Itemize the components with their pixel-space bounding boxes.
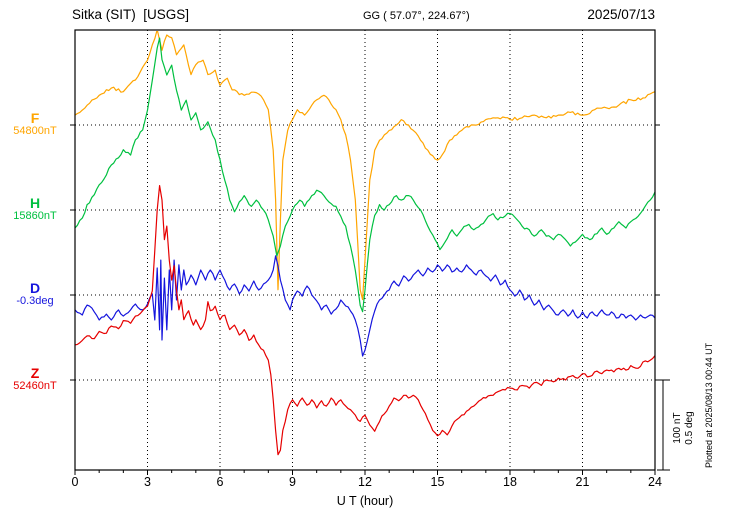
station-title: Sitka (SIT) [USGS] (72, 7, 190, 22)
x-tick-label: 6 (216, 475, 224, 489)
h-baseline-value: 15860nT (13, 210, 57, 222)
d-axis-label: D -0.3deg (0, 281, 70, 308)
x-tick-label: 12 (358, 475, 372, 489)
d-series-letter: D (29, 280, 41, 296)
x-tick-label: 3 (144, 475, 151, 489)
scale-bar: 100 nT 0.5 deg (657, 379, 695, 471)
h-series-letter: H (29, 195, 41, 211)
trace-F (75, 31, 655, 301)
x-tick-label: 24 (648, 475, 662, 489)
trace-Z (75, 185, 655, 456)
x-tick-label: 0 (71, 475, 79, 489)
h-axis-label: H 15860nT (0, 196, 70, 223)
f-axis-label: F 54800nT (0, 111, 70, 138)
z-axis-label: Z 52460nT (0, 366, 70, 393)
plotted-timestamp-note: Plotted at 2025/08/13 00:44 UT (704, 342, 714, 468)
f-series-letter: F (30, 110, 40, 126)
z-series-letter: Z (30, 365, 40, 381)
x-tick-label: 18 (503, 475, 517, 489)
z-baseline-value: 52460nT (13, 380, 57, 392)
f-baseline-value: 54800nT (13, 125, 57, 137)
x-axis-title: U T (hour) (336, 494, 394, 508)
trace-layer (75, 31, 655, 456)
x-tick-label: 21 (575, 475, 590, 489)
plot-date: 2025/07/13 (587, 7, 655, 22)
x-tick-label: 9 (289, 475, 296, 489)
d-baseline-value: -0.3deg (16, 295, 54, 307)
x-tick-label: 15 (430, 475, 445, 489)
trace-D (75, 255, 655, 357)
scale-bar-label-deg: 0.5 deg (684, 411, 695, 444)
geographic-coordinates: GG ( 57.07°, 224.67°) (363, 10, 470, 22)
plot-border (74, 29, 656, 471)
trace-H (75, 37, 655, 313)
scale-bar-label-nt: 100 nT (672, 412, 683, 443)
plot-frame (70, 29, 660, 475)
